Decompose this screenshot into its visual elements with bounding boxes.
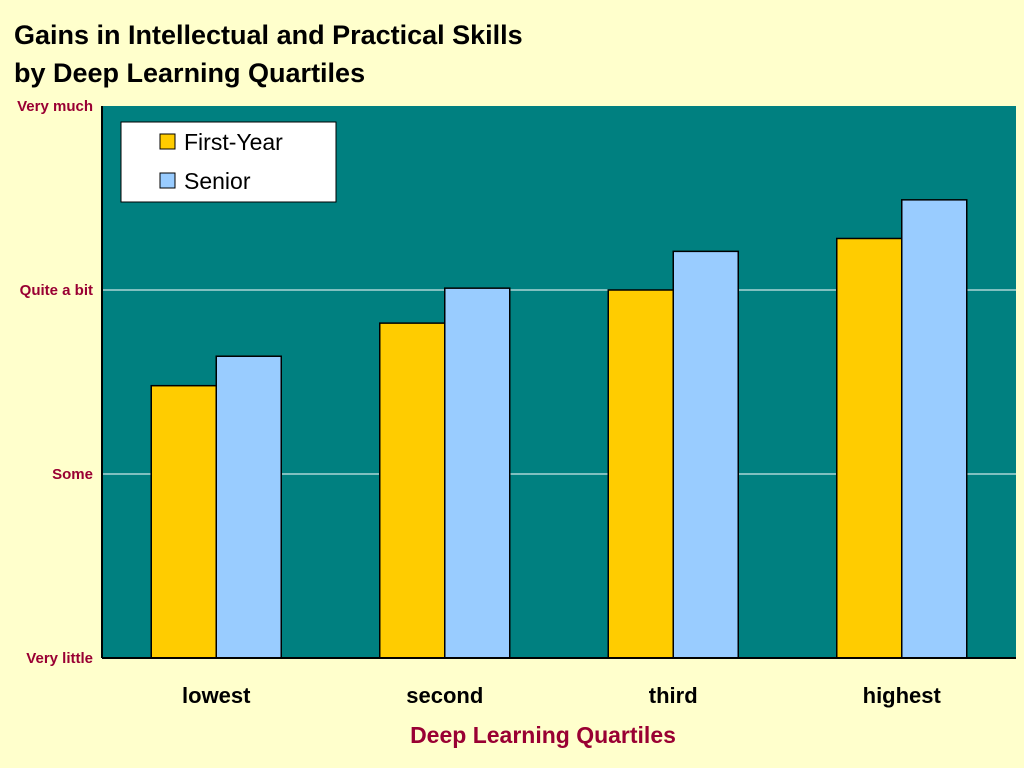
legend-swatch-first-year — [159, 133, 176, 150]
x-tick-label-lowest: lowest — [182, 683, 251, 708]
x-tick-label-second: second — [406, 683, 483, 708]
chart-title-line-1: Gains in Intellectual and Practical Skil… — [14, 20, 523, 50]
y-tick-labels: Very little Some Quite a bit Very much — [17, 98, 93, 667]
legend-swatch-senior — [159, 172, 176, 189]
legend-label-first-year: First-Year — [184, 129, 283, 155]
bars — [150, 199, 968, 659]
bar-senior-third — [672, 250, 739, 659]
bar-first-year-second — [379, 322, 446, 659]
y-tick-label: Very little — [26, 650, 93, 667]
legend-label-senior: Senior — [184, 168, 251, 194]
bar-first-year-highest — [836, 237, 903, 659]
y-tick-label: Very much — [17, 98, 93, 115]
bar-first-year-third — [607, 289, 674, 659]
y-tick-label: Quite a bit — [20, 282, 93, 299]
bar-first-year-lowest — [150, 384, 217, 659]
bar-senior-lowest — [215, 355, 282, 659]
x-tick-label-highest: highest — [863, 683, 942, 708]
legend-box — [120, 121, 337, 203]
x-tick-labels: lowest second third highest — [182, 683, 942, 708]
y-tick-label: Some — [52, 466, 93, 483]
x-tick-label-third: third — [649, 683, 698, 708]
bar-senior-second — [444, 287, 511, 659]
bar-senior-highest — [901, 199, 968, 659]
x-axis-label: Deep Learning Quartiles — [410, 722, 676, 748]
legend: First-Year Senior — [120, 121, 337, 203]
chart-title-line-2: by Deep Learning Quartiles — [14, 58, 365, 88]
